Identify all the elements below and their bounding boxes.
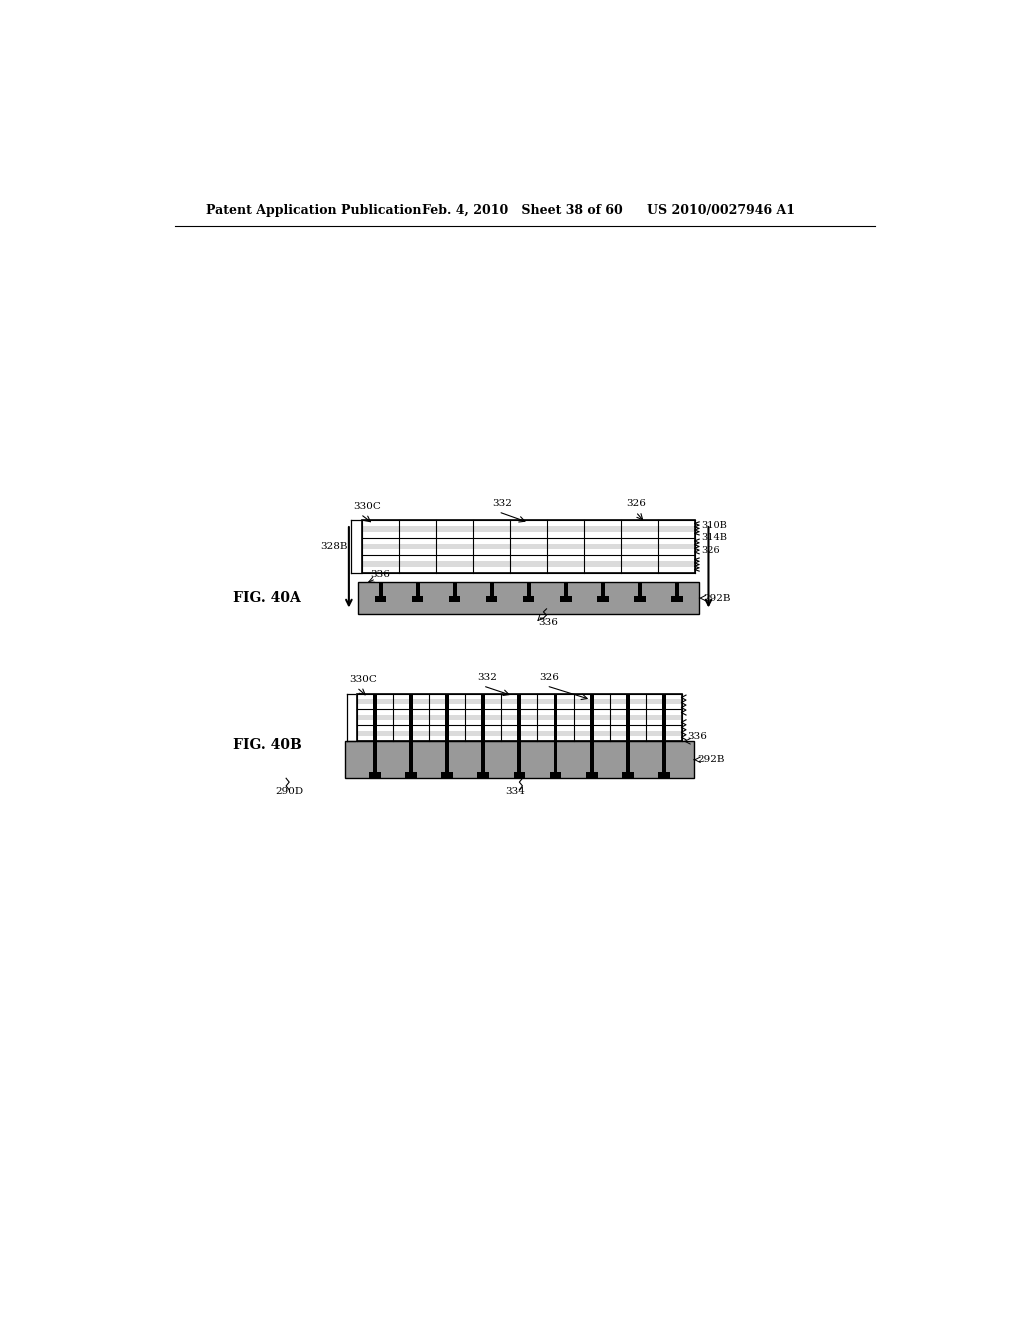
Bar [626,693,630,772]
Bar [564,582,567,595]
Text: Feb. 4, 2010   Sheet 38 of 60: Feb. 4, 2010 Sheet 38 of 60 [423,205,624,218]
Bar [638,582,642,595]
Text: 314B: 314B [701,533,727,543]
Bar [554,693,557,772]
Bar [416,582,420,595]
Bar [412,595,423,602]
Bar [362,527,695,532]
Text: 332: 332 [477,673,497,682]
Bar [586,772,598,779]
Bar [409,693,413,772]
Text: 334: 334 [506,787,525,796]
Text: 336: 336 [539,618,558,627]
Bar [550,772,561,779]
Bar [622,772,634,779]
Bar [362,520,695,573]
Text: FIG. 40A: FIG. 40A [232,591,300,605]
Bar [441,772,453,779]
Bar [445,693,449,772]
Bar [362,520,695,573]
Bar [373,693,377,772]
Bar [560,595,571,602]
Bar [356,693,682,742]
Bar [634,595,645,602]
Bar [514,772,525,779]
Bar [362,544,695,549]
Bar [526,582,530,595]
Bar [489,582,494,595]
Bar [406,772,417,779]
Bar [485,595,498,602]
Text: 328B: 328B [319,543,347,550]
Text: Patent Application Publication: Patent Application Publication [206,205,421,218]
Bar [675,582,679,595]
Bar [379,582,383,595]
Bar [356,731,682,735]
Bar [597,595,608,602]
Bar [362,561,695,566]
Bar [356,715,682,719]
Bar [356,693,682,742]
Bar [517,693,521,772]
Bar [453,582,457,595]
Bar [345,742,693,779]
Text: 332: 332 [493,499,512,508]
Bar [375,595,386,602]
Bar [449,595,461,602]
Text: 310B: 310B [701,521,727,531]
Bar [477,772,489,779]
Text: US 2010/0027946 A1: US 2010/0027946 A1 [647,205,796,218]
Text: 290D: 290D [275,787,303,796]
Bar [358,582,699,614]
Text: 336: 336 [687,733,708,741]
Text: 292B: 292B [697,755,725,764]
Text: 330C: 330C [352,502,381,511]
Bar [523,595,535,602]
Bar [671,595,683,602]
Text: 330C: 330C [349,675,377,684]
Text: 326: 326 [539,673,559,682]
Text: 326: 326 [701,545,720,554]
Text: 292B: 292B [703,594,730,602]
Text: 336: 336 [370,570,390,579]
Bar [590,693,594,772]
Text: FIG. 40B: FIG. 40B [232,738,301,752]
Bar [356,700,682,704]
Bar [481,693,485,772]
Bar [369,772,381,779]
Bar [663,693,666,772]
Bar [658,772,670,779]
Bar [601,582,604,595]
Text: 326: 326 [627,499,646,508]
